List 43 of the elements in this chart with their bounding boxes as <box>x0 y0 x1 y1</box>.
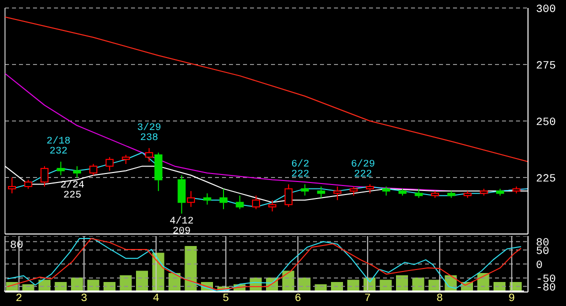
y-tick-label: 275 <box>536 60 556 72</box>
y-tick-label: 250 <box>536 116 556 129</box>
candlestick <box>56 161 65 176</box>
candlestick <box>350 186 358 196</box>
candlestick <box>186 190 195 208</box>
bar <box>136 270 148 291</box>
annotation: 6/2 222 <box>291 158 310 180</box>
candlestick <box>122 154 130 164</box>
candlestick <box>300 184 309 196</box>
candlestick <box>333 186 342 201</box>
annotation: 6/29 222 <box>350 158 375 180</box>
x-tick-label: 6 <box>294 292 302 305</box>
x-tick-label: 9 <box>508 292 516 305</box>
bar <box>184 246 197 291</box>
candlestick <box>284 184 293 208</box>
candlestick <box>203 192 212 206</box>
annotation: 3/29 238 <box>137 122 162 144</box>
candlestick <box>8 177 16 194</box>
annotation: 2/18 232 <box>46 136 70 158</box>
candlestick <box>382 186 390 196</box>
candlestick <box>252 195 260 210</box>
y-tick-label: 225 <box>536 173 556 186</box>
candlestick <box>414 188 423 198</box>
x-tick-label: 3 <box>80 292 88 305</box>
candlestick <box>366 184 374 194</box>
candlestick <box>89 163 98 176</box>
x-tick-label: 4 <box>152 292 160 305</box>
candlestick <box>268 200 276 212</box>
candlestick <box>236 195 244 210</box>
candlestick <box>220 188 228 210</box>
candlestick <box>24 179 32 190</box>
annotation: 4/12 209 <box>170 216 194 238</box>
x-tick-label: 8 <box>436 292 443 305</box>
candlestick <box>106 156 114 172</box>
annotation: 2/24 225 <box>60 180 84 202</box>
candlestick <box>73 166 82 178</box>
x-tick-label: 2 <box>16 292 22 305</box>
candlestick <box>317 186 326 198</box>
x-tick-label: 5 <box>222 292 230 305</box>
y-tick-label: 300 <box>536 4 556 16</box>
y-tick-label: 0 <box>536 260 543 272</box>
x-tick-label: 7 <box>364 292 371 305</box>
candlestick <box>40 166 49 188</box>
